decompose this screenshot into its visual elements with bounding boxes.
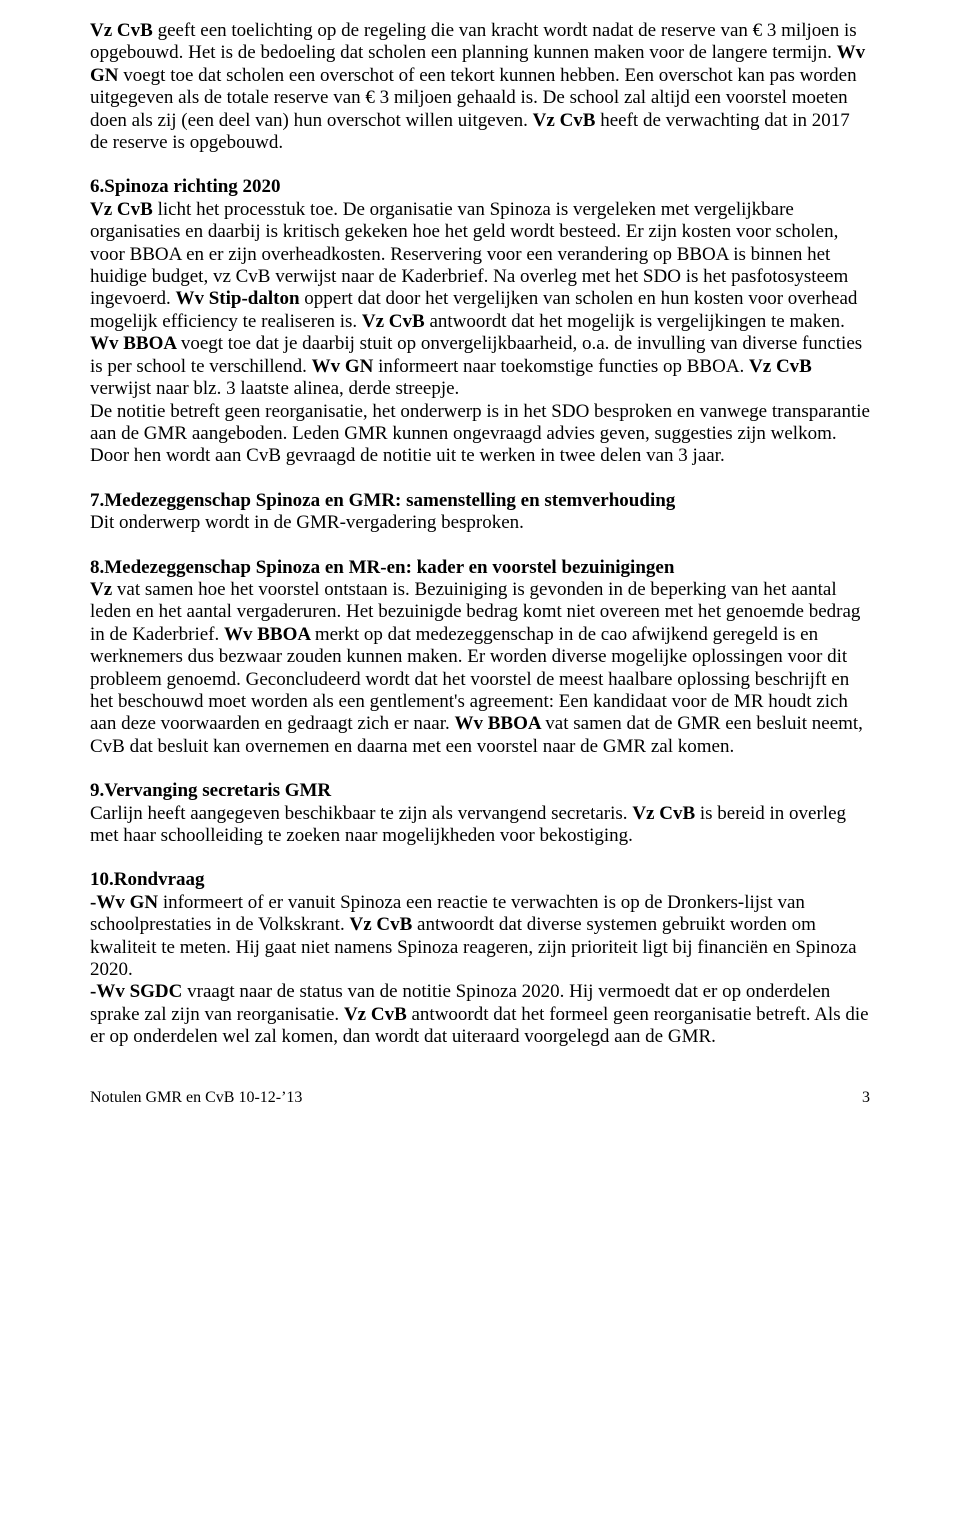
- bold-run: Vz: [90, 579, 117, 600]
- page-footer: Notulen GMR en CvB 10-12-’13 3: [90, 1089, 870, 1108]
- paragraph: Vz CvB geeft een toelichting op de regel…: [90, 20, 870, 154]
- bold-run: Vz CvB: [533, 110, 601, 131]
- bold-run: Vz CvB: [90, 20, 158, 41]
- bold-run: Vz CvB: [90, 199, 158, 220]
- paragraph: 6.Spinoza richting 2020Vz CvB licht het …: [90, 176, 870, 467]
- bold-run: Wv BBOA: [90, 333, 181, 354]
- bold-run: Wv BBOA: [454, 713, 545, 734]
- bold-run: 7.Medezeggenschap Spinoza en GMR: samens…: [90, 490, 675, 511]
- footer-page-number: 3: [862, 1089, 870, 1108]
- text-run: Carlijn heeft aangegeven beschikbaar te …: [90, 803, 632, 824]
- bold-run: -Wv SGDC: [90, 981, 187, 1002]
- bold-run: 6.Spinoza richting 2020: [90, 176, 281, 197]
- bold-run: Vz CvB: [344, 1004, 412, 1025]
- text-run: geeft een toelichting op de regeling die…: [90, 20, 857, 63]
- footer-left: Notulen GMR en CvB 10-12-’13: [90, 1089, 302, 1108]
- document-page: Vz CvB geeft een toelichting op de regel…: [0, 0, 960, 1138]
- document-body: Vz CvB geeft een toelichting op de regel…: [90, 20, 870, 1049]
- bold-run: 9.Vervanging secretaris GMR: [90, 780, 331, 801]
- text-run: antwoordt dat het mogelijk is vergelijki…: [429, 311, 844, 332]
- paragraph: 10.Rondvraag-Wv GN informeert of er vanu…: [90, 869, 870, 1048]
- bold-run: Vz CvB: [362, 311, 430, 332]
- paragraph: 8.Medezeggenschap Spinoza en MR-en: kade…: [90, 557, 870, 759]
- text-run: informeert naar toekomstige functies op …: [378, 356, 749, 377]
- text-run: Dit onderwerp wordt in de GMR-vergaderin…: [90, 512, 524, 533]
- paragraph: 7.Medezeggenschap Spinoza en GMR: samens…: [90, 490, 870, 535]
- text-run: De notitie betreft geen reorganisatie, h…: [90, 401, 870, 467]
- bold-run: -Wv GN: [90, 892, 163, 913]
- bold-run: 10.Rondvraag: [90, 869, 205, 890]
- bold-run: Wv BBOA: [224, 624, 315, 645]
- bold-run: Vz CvB: [632, 803, 700, 824]
- text-run: verwijst naar blz. 3 laatste alinea, der…: [90, 378, 459, 399]
- bold-run: Vz CvB: [349, 914, 417, 935]
- bold-run: 8.Medezeggenschap Spinoza en MR-en: kade…: [90, 557, 674, 578]
- bold-run: Wv Stip-dalton: [175, 288, 304, 309]
- bold-run: Vz CvB: [749, 356, 812, 377]
- paragraph: 9.Vervanging secretaris GMRCarlijn heeft…: [90, 780, 870, 847]
- bold-run: Wv GN: [312, 356, 379, 377]
